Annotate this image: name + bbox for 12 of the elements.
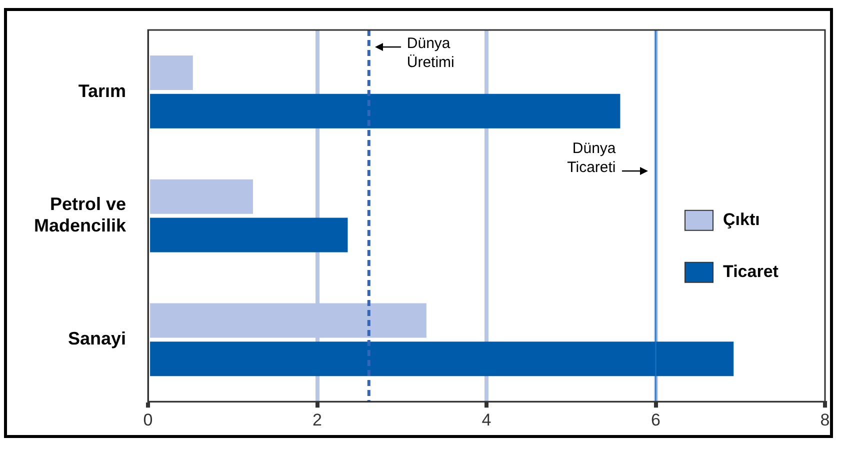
legend-label: Çıktı (723, 210, 760, 230)
y-tick-label: Tarım (78, 80, 126, 101)
legend-label: Ticaret (723, 262, 779, 282)
x-tick-label: 2 (312, 410, 322, 430)
y-tick-label: Sanayi (68, 328, 126, 349)
x-tick-label: 4 (482, 410, 492, 430)
y-tick-label: Petrol ve Madencilik (34, 194, 128, 236)
x-tick-label: 8 (820, 410, 830, 430)
x-tick-label: 0 (143, 410, 153, 430)
ref-line-label: Dünya Üretimi (406, 35, 454, 72)
x-tick-label: 6 (651, 410, 660, 430)
ref-line-label: Dünya Ticareti (567, 140, 616, 176)
